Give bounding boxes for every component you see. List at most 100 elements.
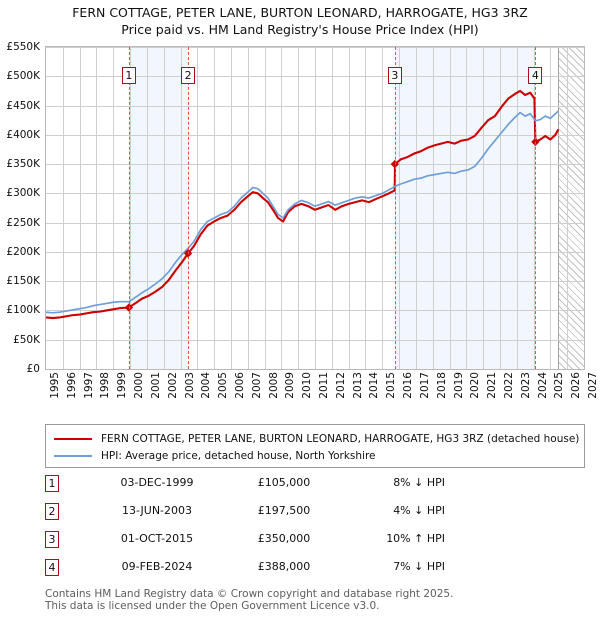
legend-swatch-hpi — [54, 454, 92, 457]
gridline-vertical — [248, 47, 249, 369]
y-axis-tick-label: £250K — [6, 216, 40, 229]
y-axis-tick-label: £300K — [6, 187, 40, 200]
x-axis-tick-label: 2014 — [368, 372, 381, 399]
gridline-vertical — [181, 47, 182, 369]
x-axis-tick-label: 2020 — [469, 372, 482, 399]
table-row: 2 13-JUN-2003 £197,500 4% ↓ HPI — [45, 500, 585, 528]
gridline-vertical — [80, 47, 81, 369]
gridline-vertical — [214, 47, 215, 369]
x-axis-tick-label: 2027 — [587, 372, 599, 399]
y-axis-tick-label: £550K — [6, 41, 40, 53]
event-line-2 — [188, 47, 190, 369]
y-axis-tick-label: £100K — [6, 304, 40, 317]
event-number-box-2: 2 — [181, 67, 196, 84]
gridline-vertical — [416, 47, 417, 369]
transaction-date: 01-OCT-2015 — [120, 532, 194, 545]
attribution-footer: Contains HM Land Registry data © Crown c… — [45, 588, 590, 612]
x-axis-tick-label: 2023 — [519, 372, 532, 399]
x-axis-tick-label: 2016 — [402, 372, 415, 399]
gridline-vertical — [399, 47, 400, 369]
x-axis-tick-label: 2003 — [183, 372, 196, 399]
series-lines — [46, 89, 559, 320]
x-axis-tick-label: 2001 — [149, 372, 162, 399]
event-line-3 — [394, 47, 396, 369]
gridline-vertical — [349, 47, 350, 369]
transaction-price: £350,000 — [257, 532, 311, 545]
gridline-vertical — [534, 47, 535, 369]
x-axis-tick-label: 2024 — [536, 372, 549, 399]
x-axis-tick-label: 2011 — [318, 372, 330, 399]
legend-item-hpi: HPI: Average price, detached house, Nort… — [54, 447, 576, 464]
gridline-vertical — [113, 47, 114, 369]
gridline-vertical — [450, 47, 451, 369]
table-row: 3 01-OCT-2015 £350,000 10% ↑ HPI — [45, 528, 585, 556]
x-axis-tick-label: 2019 — [452, 372, 465, 399]
x-axis-labels: 1995 1996 1997 1998 1999 2000 2001 2002 2003 2004… — [45, 372, 599, 416]
transaction-hpi-delta: 4% ↓ HPI — [393, 504, 445, 517]
transaction-number: 4 — [45, 559, 59, 576]
transaction-price: £105,000 — [257, 476, 311, 489]
title-line-1: FERN COTTAGE, PETER LANE, BURTON LEONARD… — [72, 5, 528, 20]
ownership-band-2 — [394, 47, 536, 369]
gridline-vertical — [365, 47, 366, 369]
gridline-vertical — [517, 47, 518, 369]
x-axis-tick-label: 2007 — [250, 372, 263, 399]
transaction-date: 13-JUN-2003 — [121, 504, 193, 517]
chart-legend: FERN COTTAGE, PETER LANE, BURTON LEONARD… — [45, 424, 585, 468]
gridline-vertical — [197, 47, 198, 369]
gridline-vertical — [265, 47, 266, 369]
x-axis-tick-label: 2012 — [334, 372, 347, 399]
forecast-hatched-region — [557, 47, 584, 369]
event-number-box-3: 3 — [387, 67, 402, 84]
y-axis-tick-label: £350K — [6, 158, 40, 171]
event-number-box-4: 4 — [528, 67, 543, 84]
legend-label-hpi: HPI: Average price, detached house, Nort… — [101, 449, 376, 462]
gridline-vertical — [500, 47, 501, 369]
y-axis-tick-label: £400K — [6, 128, 40, 141]
x-axis-tick-label: 2022 — [502, 372, 515, 399]
gridline-vertical — [567, 47, 568, 369]
x-axis-tick-label: 2005 — [217, 372, 230, 399]
x-axis-tick-label: 1996 — [65, 372, 78, 399]
x-axis-tick-label: 2006 — [233, 372, 246, 399]
ownership-band-1 — [128, 47, 189, 369]
y-axis-tick-label: £450K — [6, 99, 40, 112]
gridline-vertical — [164, 47, 165, 369]
footer-line-1: Contains HM Land Registry data © Crown c… — [45, 588, 454, 600]
legend-label-property: FERN COTTAGE, PETER LANE, BURTON LEONARD… — [101, 432, 580, 445]
page-title: FERN COTTAGE, PETER LANE, BURTON LEONARD… — [0, 4, 600, 38]
x-axis-tick-label: 2002 — [166, 372, 179, 399]
x-axis-tick-label: 1998 — [99, 372, 112, 399]
y-axis-tick-label: £150K — [6, 275, 40, 288]
transaction-hpi-delta: 7% ↓ HPI — [393, 560, 445, 573]
x-axis-tick-label: 2025 — [553, 372, 566, 399]
legend-swatch-property — [54, 437, 92, 440]
x-axis-tick-label: 2018 — [435, 372, 448, 399]
transaction-number: 3 — [45, 531, 59, 548]
y-axis-tick-label: £500K — [6, 70, 40, 83]
gridline-vertical — [147, 47, 148, 369]
transaction-date: 03-DEC-1999 — [120, 476, 194, 489]
gridline-vertical — [63, 47, 64, 369]
y-axis-tick-label: £200K — [6, 245, 40, 258]
gridline-vertical — [466, 47, 467, 369]
x-axis-tick-label: 2013 — [351, 372, 364, 399]
x-axis-tick-label: 2008 — [267, 372, 280, 399]
table-row: 1 03-DEC-1999 £105,000 8% ↓ HPI — [45, 472, 585, 500]
transaction-number: 2 — [45, 503, 59, 520]
x-axis-tick-label: 2010 — [301, 372, 314, 399]
event-number-box-1: 1 — [121, 67, 136, 84]
y-axis-tick-label: £50K — [13, 333, 40, 346]
series-line — [46, 110, 559, 314]
transaction-price: £388,000 — [257, 560, 311, 573]
transaction-number: 1 — [45, 475, 59, 492]
gridline-vertical — [433, 47, 434, 369]
gridline-vertical — [382, 47, 383, 369]
gridline-vertical — [281, 47, 282, 369]
x-axis-tick-label: 1995 — [49, 372, 61, 399]
footer-line-2: This data is licensed under the Open Gov… — [45, 600, 380, 612]
x-axis-tick-label: 2000 — [133, 372, 146, 399]
gridline-vertical — [315, 47, 316, 369]
x-axis-tick-label: 1999 — [116, 372, 129, 399]
